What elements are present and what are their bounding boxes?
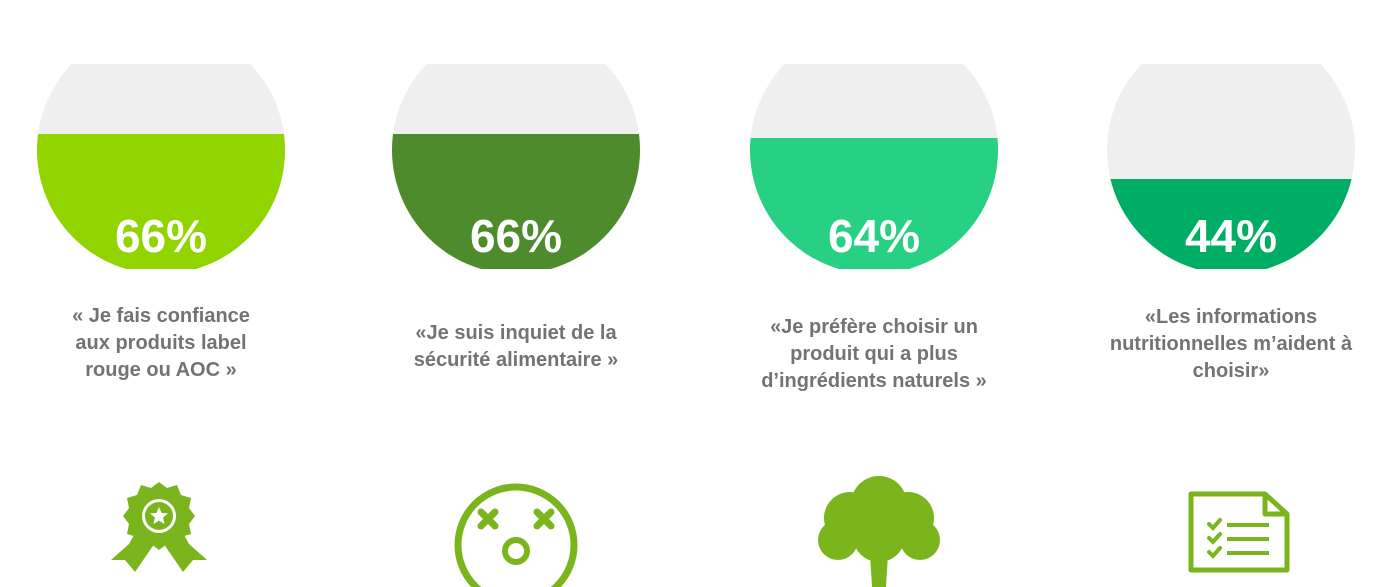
gauge-3-quote-line: d’ingrédients naturels » (761, 370, 987, 392)
gauge-4-quote-line: choisir» (1192, 360, 1270, 382)
gauge-1-quote: « Je fais confiance aux produits label r… (0, 303, 325, 384)
gauge-4-value: 44% (1184, 210, 1278, 262)
gauge-4-quote: «Les informations nutritionnelles m’aide… (1067, 304, 1395, 385)
gauge-3-quote-line: «Je préfère choisir un (770, 316, 978, 338)
gauge-3-quote-line: produit qui a plus (790, 343, 958, 365)
gauge-1 (37, 64, 285, 269)
gauge-4-quote-line: «Les informations (1144, 306, 1318, 328)
gauge-column-1: 66% « Je fais confiance aux produits lab… (37, 0, 285, 587)
gauge-1-quote-line: rouge ou AOC » (85, 359, 237, 381)
gauge-column-4: 44% «Les informations nutritionnelles m’… (1107, 0, 1355, 587)
gauge-1-value: 66% (114, 210, 208, 262)
gauge-4-quote-line: nutritionnelles m’aident à (1109, 333, 1353, 355)
gauge-3-quote: «Je préfère choisir un produit qui a plu… (710, 314, 1038, 395)
gauge-2-quote-line: sécurité alimentaire » (413, 349, 619, 371)
gauge-column-3: 64% «Je préfère choisir un produit qui a… (750, 0, 998, 587)
gauge-3 (750, 64, 998, 269)
gauge-2 (392, 64, 640, 269)
gauge-4 (1107, 64, 1355, 269)
gauge-2-value: 66% (469, 210, 563, 262)
gauge-1-quote-line: « Je fais confiance (72, 305, 250, 327)
gauge-column-2: 66% «Je suis inquiet de la sécurité alim… (392, 0, 640, 587)
award-ribbon-icon (111, 482, 207, 572)
checklist-document-icon (1188, 491, 1290, 573)
gauge-2-quote-line: «Je suis inquiet de la (415, 322, 617, 344)
shocked-face-icon (454, 483, 578, 587)
gauge-3-value: 64% (827, 210, 921, 262)
gauge-1-quote-line: aux produits label (75, 332, 247, 354)
gauge-2-quote: «Je suis inquiet de la sécurité alimenta… (352, 320, 680, 374)
tree-icon (818, 476, 940, 587)
